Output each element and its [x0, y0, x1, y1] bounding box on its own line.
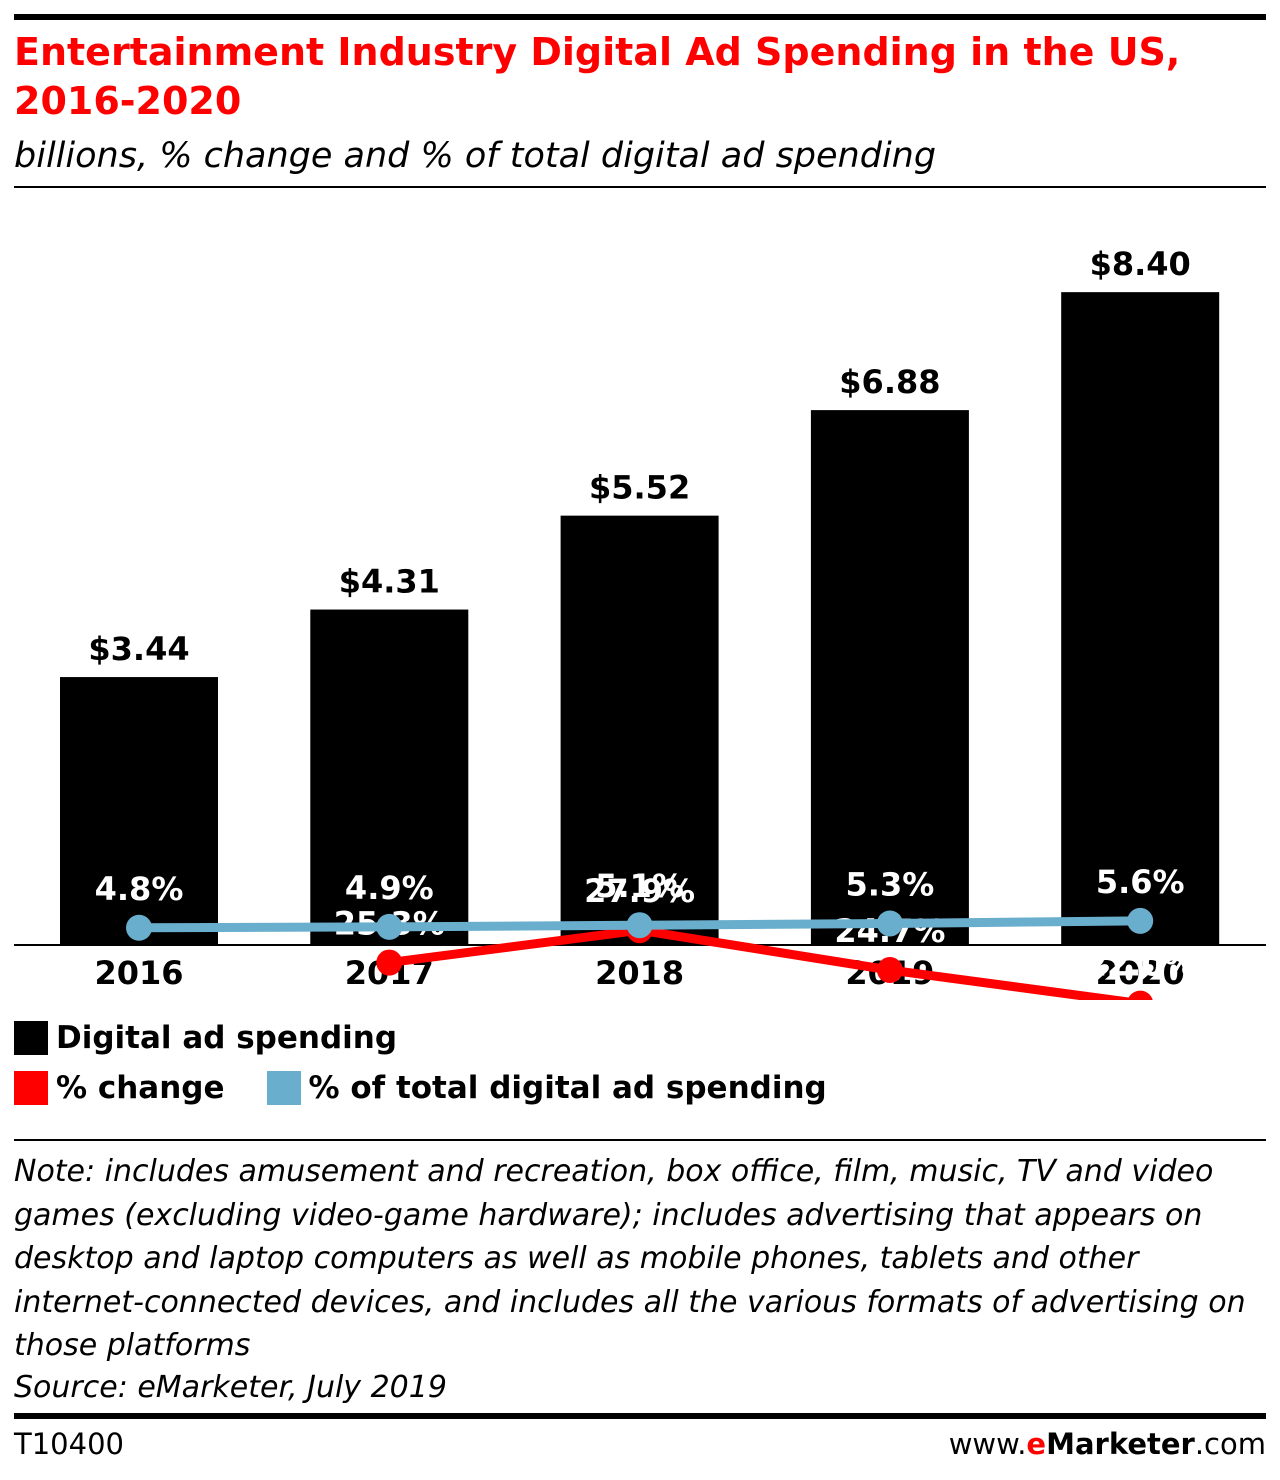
x-tick-label-2016: 2016: [94, 954, 183, 992]
footer-rule: [14, 1139, 1266, 1141]
pct-change-label-2020: 22.0%: [1085, 946, 1196, 984]
brand-url: www.eMarketer.com: [949, 1426, 1266, 1462]
pct-total-label-2017: 4.9%: [345, 869, 434, 907]
bar-label-2019: $6.88: [839, 363, 940, 401]
pct-total-point-2020: [1127, 907, 1154, 934]
bar-label-2017: $4.31: [339, 563, 440, 601]
chart-id: T10400: [14, 1427, 124, 1461]
top-rule: [14, 14, 1266, 20]
legend-label-pct-change: % change: [56, 1070, 225, 1106]
pct-total-label-2016: 4.8%: [95, 870, 184, 908]
bar-label-2016: $3.44: [88, 630, 189, 668]
pct-total-label-2020: 5.6%: [1096, 863, 1185, 901]
legend-row-1: Digital ad spending: [14, 1018, 439, 1058]
legend-swatch-pct-change: [14, 1071, 48, 1105]
pct-change-label-2018: 27.9%: [584, 872, 695, 910]
brand-name: Marketer: [1046, 1427, 1195, 1461]
legend-label-pct-total: % of total digital ad spending: [308, 1070, 827, 1106]
chart-plot: $3.44$4.31$5.52$6.88$8.40201620172018201…: [14, 245, 1266, 1000]
brand-e: e: [1026, 1427, 1047, 1461]
chart-title: Entertainment Industry Digital Ad Spendi…: [14, 30, 1181, 123]
bar-label-2020: $8.40: [1090, 245, 1191, 283]
pct-change-point-2020: [1127, 990, 1153, 1000]
bar-2016: [60, 677, 218, 944]
x-tick-label-2018: 2018: [595, 954, 684, 992]
legend-item-pct-total: % of total digital ad spending: [266, 1070, 827, 1106]
bar-2018: [560, 515, 719, 944]
header-rule: [14, 186, 1266, 188]
pct-total-point-2019: [876, 910, 903, 937]
bar-2017: [310, 609, 469, 944]
pct-total-label-2019: 5.3%: [846, 865, 935, 903]
legend-swatch-digital-ad-spending: [14, 1021, 48, 1055]
x-tick-label-2020: 2020: [1096, 954, 1185, 992]
bar-2019: [810, 410, 969, 944]
legend-row-2: % change % of total digital ad spending: [14, 1068, 869, 1108]
pct-total-point-2016: [126, 914, 152, 941]
legend-item-digital-ad-spending: Digital ad spending: [14, 1020, 397, 1056]
legend-swatch-pct-total: [266, 1071, 301, 1105]
brand-prefix: www.: [948, 1427, 1027, 1461]
pct-change-point-2019: [876, 957, 903, 984]
bar-2020: [1061, 292, 1220, 944]
pct-total-label-2018: 5.1%: [595, 867, 684, 905]
footnote: Note: includes amusement and recreation,…: [14, 1154, 1246, 1363]
pct-total-point-2017: [376, 913, 403, 940]
bottom-rule: [14, 1413, 1266, 1419]
bar-label-2018: $5.52: [589, 469, 690, 507]
legend-label-digital-ad-spending: Digital ad spending: [56, 1020, 398, 1056]
pct-total-point-2018: [626, 912, 653, 939]
legend-item-pct-change: % change: [14, 1070, 225, 1106]
pct-change-line: [388, 925, 1141, 1000]
pct-change-point-2017: [376, 949, 403, 976]
chart-subtitle: billions, % change and % of total digita…: [14, 136, 937, 176]
brand-suffix: .com: [1194, 1427, 1266, 1461]
source-line: Source: eMarketer, July 2019: [14, 1370, 447, 1405]
